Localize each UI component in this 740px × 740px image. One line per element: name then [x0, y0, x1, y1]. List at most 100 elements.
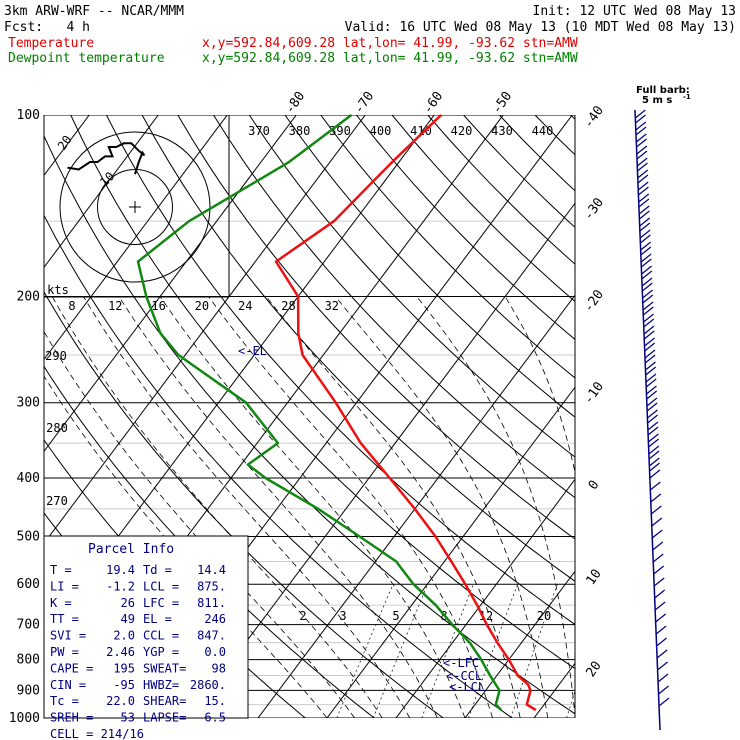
wind-barb	[653, 577, 665, 587]
wind-barb	[647, 426, 659, 436]
parcel-field-value: 811.	[197, 596, 226, 610]
temperature-profile	[274, 114, 537, 712]
parcel-field-label: Tc =	[50, 694, 79, 708]
parcel-field-label: SHEAR=	[143, 694, 186, 708]
parcel-info-title: Parcel Info	[88, 542, 174, 557]
hodo-speed-unit: kts	[47, 283, 69, 297]
isotherm-line	[257, 294, 575, 718]
parcel-field-value: 2.46	[106, 645, 135, 659]
parcel-field-value: 875.	[197, 579, 226, 593]
wind-barb	[637, 181, 649, 191]
dry-adiabat	[213, 115, 575, 499]
wind-barb	[640, 258, 652, 268]
isotherm-line	[672, 115, 740, 718]
hodo-speed-tick: 28	[281, 299, 295, 313]
wind-barb	[640, 246, 652, 256]
hodo-ring-label: 20	[55, 133, 75, 153]
wind-barb	[657, 661, 668, 671]
wind-barb	[654, 601, 666, 611]
wind-barb	[636, 145, 648, 155]
dry-adiabat-label: 280	[46, 421, 68, 435]
hodo-speed-tick: 16	[151, 299, 165, 313]
parcel-field-value: -95	[113, 678, 135, 692]
isotherm-line	[188, 202, 575, 718]
wind-barb	[649, 462, 660, 472]
wind-barb	[641, 265, 652, 275]
mixing-ratio-line	[566, 689, 575, 718]
mixing-ratio-label: 12	[479, 609, 493, 623]
hodo-speed-tick: 12	[108, 299, 122, 313]
legend-dewpoint-info: x,y=592.84,609.28 lat,lon= 41.99, -93.62…	[202, 51, 578, 66]
dry-adiabat	[44, 214, 513, 718]
dry-adiabat	[714, 115, 740, 718]
parcel-field-value: 2860.	[190, 678, 226, 692]
wind-barb	[648, 445, 660, 455]
isotherm-line	[326, 386, 575, 718]
parcel-field-label: LFC =	[143, 596, 179, 610]
wind-barb	[634, 109, 646, 119]
theta-label: 390	[329, 124, 351, 138]
wind-barb	[655, 613, 667, 623]
hodo-speed-tick: 20	[195, 299, 209, 313]
isotherm-label: 20	[583, 659, 604, 680]
isotherm-label: -10	[581, 379, 607, 407]
isotherm-label: -80	[283, 89, 309, 117]
hodograph-trace	[67, 142, 146, 175]
parcel-field-value: 53	[121, 711, 135, 725]
barb-key-line2: 5 m s	[642, 95, 672, 106]
dry-adiabat	[356, 115, 575, 341]
pressure-tick-label: 900	[17, 683, 40, 698]
parcel-field-label: LCL =	[143, 579, 179, 593]
isotherm-line	[395, 478, 575, 718]
dry-adiabat-label: 290	[45, 349, 67, 363]
parcel-field-value: 847.	[197, 629, 226, 643]
parcel-field-value: 22.0	[106, 694, 135, 708]
isotherm-label: -60	[421, 89, 447, 117]
legend-temperature: Temperature	[8, 36, 94, 51]
parcel-field-value: 14.4	[197, 563, 226, 577]
wind-barb	[637, 169, 649, 179]
wind-barb	[655, 625, 667, 635]
wind-barb	[643, 318, 655, 328]
wind-barb	[643, 330, 655, 340]
pressure-tick-label: 300	[17, 396, 40, 411]
wind-barb	[638, 198, 650, 208]
parcel-field-label: T =	[50, 563, 72, 577]
dry-adiabat	[105, 115, 575, 626]
model-title: 3km ARW-WRF -- NCAR/MMM	[4, 4, 184, 19]
theta-label: 380	[289, 124, 311, 138]
isotherm-line	[44, 115, 297, 453]
pressure-tick-label: 1000	[9, 711, 40, 726]
wind-barb	[639, 234, 651, 244]
hodo-speed-tick: 32	[325, 299, 339, 313]
wind-barb	[650, 505, 662, 515]
legend-temperature-info: x,y=592.84,609.28 lat,lon= 41.99, -93.62…	[202, 36, 578, 51]
wind-barb	[654, 589, 666, 599]
parcel-info-box	[43, 535, 249, 719]
wind-barb	[652, 553, 664, 563]
wind-barb	[651, 529, 663, 539]
wind-barb	[638, 193, 650, 203]
dry-adiabat	[70, 115, 575, 670]
dry-adiabat	[284, 115, 575, 418]
barb-key-line1: Full barb:	[636, 85, 690, 96]
lfc-annotation: <-LFC	[443, 656, 479, 670]
lcl-annotation: <-LCL	[449, 680, 485, 694]
parcel-field-label: CAPE =	[50, 661, 93, 675]
wind-barb	[653, 565, 665, 575]
wind-barb	[649, 481, 661, 491]
parcel-field-label: YGP =	[143, 645, 179, 659]
parcel-field-value: 195	[113, 661, 135, 675]
wind-barb	[648, 457, 660, 467]
moist-adiabat	[335, 296, 549, 718]
wind-barb	[639, 222, 651, 232]
dry-adiabat	[44, 290, 444, 718]
moist-adiabat	[588, 297, 631, 719]
wind-barb	[647, 421, 659, 431]
wind-barb	[638, 205, 650, 215]
wind-barb	[641, 277, 653, 287]
parcel-field-label: SWEAT=	[143, 661, 186, 675]
parcel-field-label: SVI =	[50, 629, 86, 643]
